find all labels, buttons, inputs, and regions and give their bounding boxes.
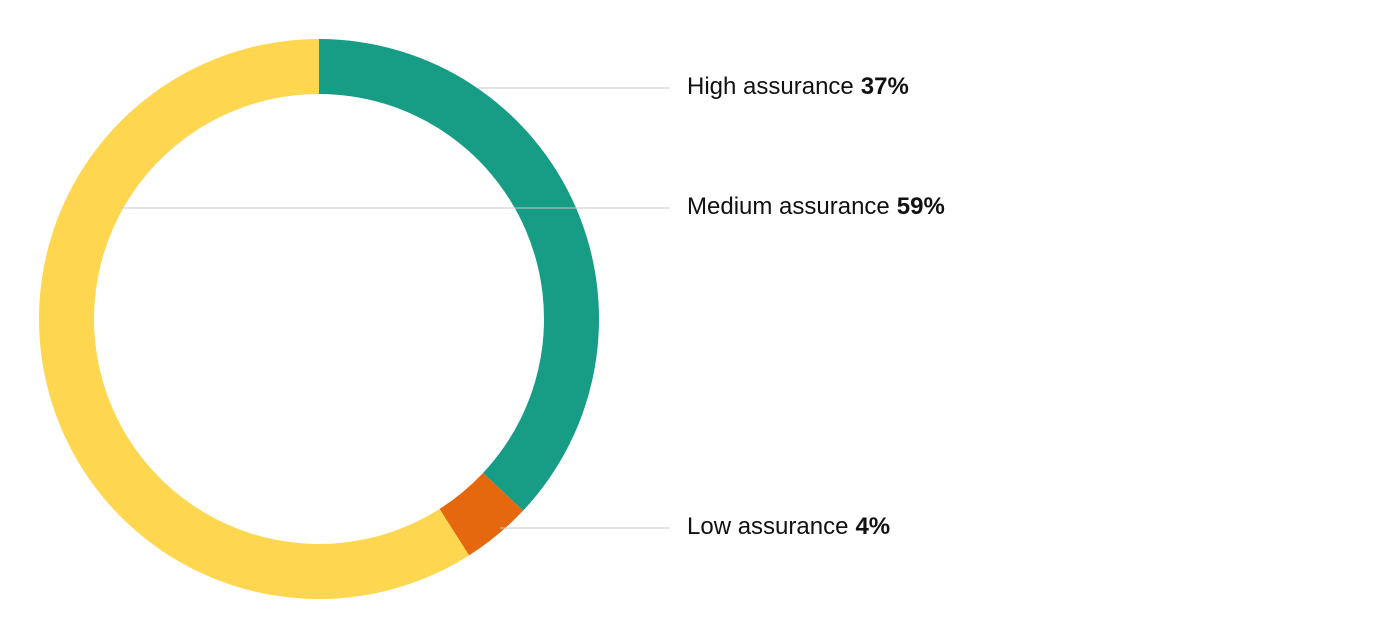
legend-value: 37% <box>861 73 909 100</box>
legend-label: High assurance 37% <box>687 73 909 100</box>
legend-value: 4% <box>855 513 890 540</box>
legend-label: Medium assurance 59% <box>687 193 945 220</box>
donut-segment <box>319 39 599 511</box>
legend-name: High assurance <box>687 73 854 100</box>
legend-name: Low assurance <box>687 513 848 540</box>
legend-name: Medium assurance <box>687 193 890 220</box>
donut-segment <box>439 473 524 556</box>
legend-label: Low assurance 4% <box>687 513 890 540</box>
legend-value: 59% <box>897 193 945 220</box>
donut-segment <box>38 39 470 599</box>
